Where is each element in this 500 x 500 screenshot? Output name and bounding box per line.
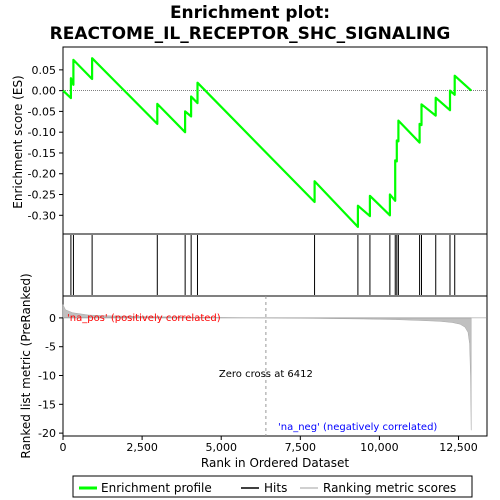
- x-tick-label: 12,500: [439, 441, 478, 454]
- metric-y-tick-label: -15: [38, 398, 56, 411]
- legend-enrichment-label: Enrichment profile: [101, 481, 212, 495]
- metric-y-tick-label: -5: [45, 341, 56, 354]
- es-y-tick-label: 0.05: [32, 64, 57, 77]
- chart-title-line1: Enrichment plot:: [170, 3, 330, 23]
- es-y-tick-label: -0.30: [28, 209, 56, 222]
- metric-y-tick-label: 0: [49, 312, 56, 325]
- es-y-tick-label: 0.00: [32, 85, 57, 98]
- chart-title-line2: REACTOME_IL_RECEPTOR_SHC_SIGNALING: [50, 24, 451, 44]
- x-axis: 0 2,500 5,000 7,500 10,000 12,500: [60, 436, 478, 454]
- x-tick-label: 10,000: [360, 441, 399, 454]
- zero-cross-label: Zero cross at 6412: [219, 369, 313, 380]
- x-tick-label: 0: [60, 441, 67, 454]
- es-y-axis-label: Enrichment score (ES): [11, 75, 25, 208]
- metric-y-axis: 0 -5 -10 -15 -20: [38, 312, 63, 440]
- metric-y-axis-label: Ranked list metric (PreRanked): [19, 273, 33, 458]
- x-tick-label: 2,500: [126, 441, 158, 454]
- legend-hits-label: Hits: [264, 481, 287, 495]
- es-y-tick-label: -0.20: [28, 168, 56, 181]
- x-tick-label: 5,000: [205, 441, 237, 454]
- legend-metric-label: Ranking metric scores: [323, 481, 456, 495]
- metric-y-tick-label: -10: [38, 370, 56, 383]
- negative-correlated-label: 'na_neg' (negatively correlated): [278, 422, 437, 433]
- x-axis-label: Rank in Ordered Dataset: [201, 456, 349, 470]
- hits-panel: [63, 234, 487, 296]
- es-y-tick-label: -0.15: [28, 147, 56, 160]
- es-y-tick-label: -0.10: [28, 126, 56, 139]
- es-y-axis: 0.05 0.00 -0.05 -0.10 -0.15 -0.20 -0.25 -0.30: [28, 64, 63, 222]
- x-tick-label: 7,500: [285, 441, 317, 454]
- metric-y-tick-label: -20: [38, 427, 56, 440]
- es-panel: [63, 47, 487, 234]
- es-y-tick-label: -0.25: [28, 189, 56, 202]
- positive-correlated-label: 'na_pos' (positively correlated): [67, 313, 221, 324]
- es-y-tick-label: -0.05: [28, 105, 56, 118]
